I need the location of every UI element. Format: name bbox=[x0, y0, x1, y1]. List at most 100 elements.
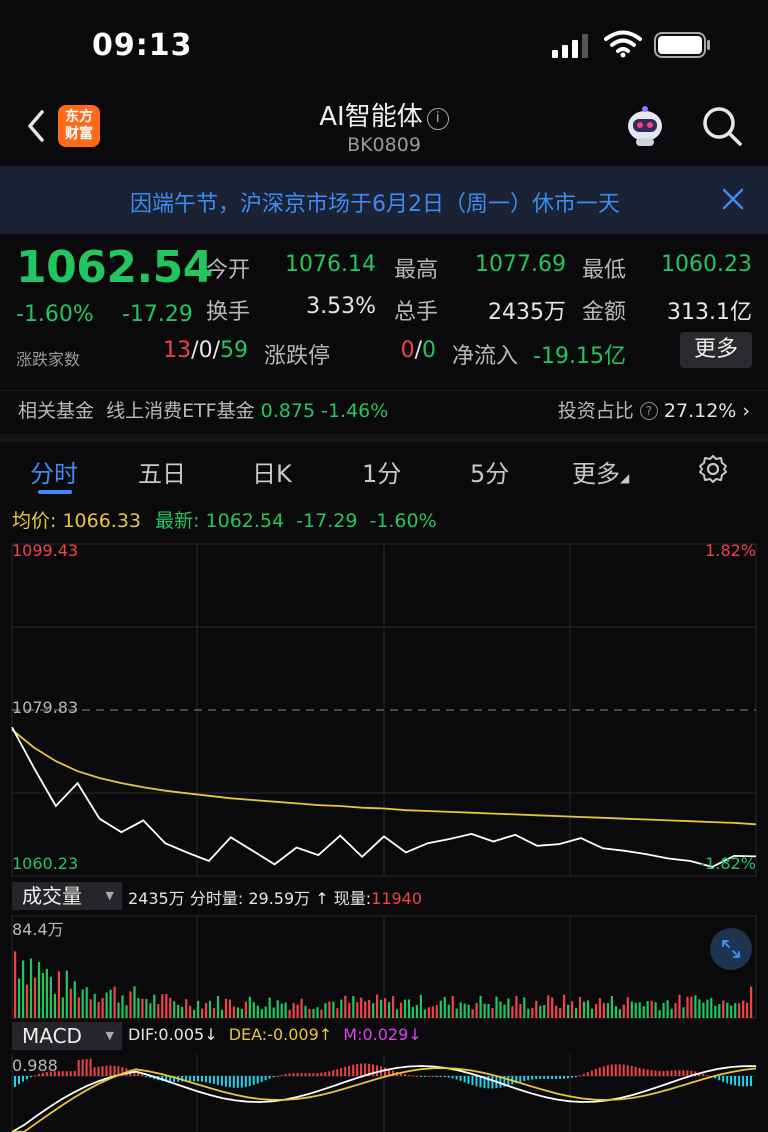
volume-bar bbox=[360, 997, 363, 1018]
battery-icon bbox=[654, 32, 710, 58]
pct-axis-top-label: 1.82% bbox=[705, 541, 756, 560]
turnover-value: 3.53% bbox=[306, 294, 376, 319]
macd-histogram-bar bbox=[372, 1064, 375, 1076]
amount-label: 金额 bbox=[582, 300, 627, 325]
tab-intraday[interactable]: 分时 bbox=[30, 460, 78, 488]
volume-bar bbox=[81, 989, 84, 1018]
macd-chart[interactable]: 0.988 bbox=[0, 1052, 768, 1132]
breadth-label: 涨跌家数 bbox=[16, 350, 81, 369]
macd-histogram-bar bbox=[527, 1076, 530, 1081]
volume-bar bbox=[276, 1000, 279, 1018]
macd-histogram-bar bbox=[614, 1064, 617, 1076]
volume-bar bbox=[29, 958, 33, 1018]
macd-histogram-bar bbox=[93, 1067, 96, 1076]
macd-histogram-bar bbox=[101, 1066, 104, 1076]
volume-label: 总手 bbox=[394, 300, 439, 325]
volume-bar bbox=[232, 1006, 235, 1018]
volume-bar bbox=[575, 1008, 578, 1018]
volume-indicator-select[interactable]: 成交量 ▼ bbox=[12, 882, 122, 910]
macd-histogram-bar bbox=[392, 1070, 394, 1076]
macd-histogram-bar bbox=[77, 1059, 80, 1076]
volume-bar bbox=[216, 995, 220, 1018]
ratio-value: 27.12% bbox=[663, 400, 737, 422]
expand-icon bbox=[722, 940, 740, 958]
macd-histogram-bar bbox=[451, 1076, 454, 1079]
volume-bar bbox=[197, 1000, 200, 1018]
volume-bar bbox=[312, 1008, 315, 1018]
status-time: 09:13 bbox=[92, 28, 193, 63]
volume-bar bbox=[646, 1001, 649, 1018]
macd-indicator-select[interactable]: MACD ▼ bbox=[12, 1022, 122, 1050]
chart-tabs: 分时 五日 日K 1分 5分 更多◢ bbox=[0, 434, 768, 496]
macd-histogram-bar bbox=[304, 1073, 307, 1076]
macd-histogram-bar bbox=[399, 1073, 402, 1076]
volume-bar bbox=[515, 996, 518, 1018]
macd-histogram-bar bbox=[33, 1075, 36, 1077]
volume-bar bbox=[97, 1002, 100, 1018]
related-fund-row[interactable]: 相关基金 线上消费ETF基金 0.875 -1.46% 投资占比 ? 27.12… bbox=[0, 390, 768, 434]
app-logo[interactable]: 东方 财富 bbox=[58, 105, 100, 147]
macd-histogram-bar bbox=[575, 1076, 577, 1077]
volume-bar bbox=[634, 1002, 637, 1018]
volume-bar bbox=[622, 1004, 625, 1018]
volume-bar bbox=[674, 1003, 677, 1018]
tab-more[interactable]: 更多◢ bbox=[572, 460, 630, 488]
volume-bar bbox=[125, 1005, 128, 1018]
intraday-chart[interactable]: 1099.43 1079.83 1060.23 1.82% -1.82% bbox=[0, 540, 768, 880]
volume-bar bbox=[53, 993, 56, 1018]
macd-histogram-bar bbox=[682, 1070, 685, 1076]
close-icon[interactable] bbox=[720, 186, 746, 212]
macd-histogram-bar bbox=[431, 1076, 434, 1077]
tab-daily-k[interactable]: 日K bbox=[252, 460, 292, 488]
macd-histogram-bar bbox=[316, 1073, 319, 1076]
turnover-label: 换手 bbox=[206, 300, 251, 325]
volume-bar bbox=[141, 998, 144, 1018]
macd-histogram-bar bbox=[718, 1076, 721, 1081]
macd-histogram-bar bbox=[686, 1070, 689, 1076]
tab-1min[interactable]: 1分 bbox=[362, 460, 402, 488]
macd-histogram-bar bbox=[531, 1076, 534, 1080]
tab-5min[interactable]: 5分 bbox=[470, 460, 510, 488]
macd-histogram-bar bbox=[197, 1076, 199, 1082]
help-icon[interactable]: ? bbox=[639, 402, 658, 420]
volume-bar bbox=[165, 994, 168, 1018]
macd-histogram-bar bbox=[730, 1076, 733, 1085]
macd-histogram-bar bbox=[594, 1069, 597, 1076]
macd-histogram-bar bbox=[25, 1076, 28, 1080]
info-icon[interactable]: i bbox=[426, 108, 449, 130]
macd-histogram-bar bbox=[356, 1064, 359, 1076]
volume-bar bbox=[85, 987, 88, 1018]
macd-histogram-bar bbox=[539, 1076, 542, 1079]
expand-chart-button[interactable] bbox=[710, 928, 752, 970]
volume-bar bbox=[181, 1006, 184, 1018]
more-stats-button[interactable]: 更多 bbox=[680, 332, 752, 368]
low-value: 1060.23 bbox=[661, 252, 752, 277]
search-icon[interactable] bbox=[700, 104, 744, 148]
netflow-value: -19.15亿 bbox=[533, 344, 626, 369]
volume-bar bbox=[670, 1008, 673, 1018]
gear-icon[interactable] bbox=[698, 454, 728, 484]
macd-histogram-bar bbox=[622, 1064, 625, 1076]
status-bar: 09:13 bbox=[0, 0, 768, 90]
volume-chart[interactable]: 84.4万 bbox=[0, 912, 768, 1020]
volume-bar bbox=[415, 1005, 418, 1018]
holiday-notice-banner[interactable]: 因端午节，沪深京市场于6月2日（周一）休市一天 bbox=[0, 166, 768, 234]
volume-bar bbox=[654, 1002, 657, 1018]
macd-histogram-bar bbox=[447, 1076, 450, 1078]
ai-robot-icon[interactable] bbox=[622, 104, 668, 150]
back-chevron-icon[interactable] bbox=[22, 106, 52, 146]
volume-bar bbox=[686, 996, 689, 1018]
cellular-signal-icon bbox=[552, 34, 588, 58]
fund-value: 0.875 bbox=[260, 400, 316, 422]
volume-bar bbox=[77, 997, 80, 1018]
chevron-right-icon: › bbox=[742, 400, 750, 422]
macd-histogram-bar bbox=[567, 1076, 569, 1079]
volume-bar bbox=[582, 1001, 586, 1018]
volume-bar bbox=[356, 1002, 359, 1018]
volume-bar bbox=[730, 1005, 733, 1018]
macd-histogram-bar bbox=[141, 1074, 144, 1076]
macd-histogram-bar bbox=[189, 1076, 192, 1082]
macd-histogram-bar bbox=[81, 1059, 84, 1076]
macd-histogram-bar bbox=[165, 1076, 168, 1082]
tab-five-day[interactable]: 五日 bbox=[138, 460, 186, 488]
